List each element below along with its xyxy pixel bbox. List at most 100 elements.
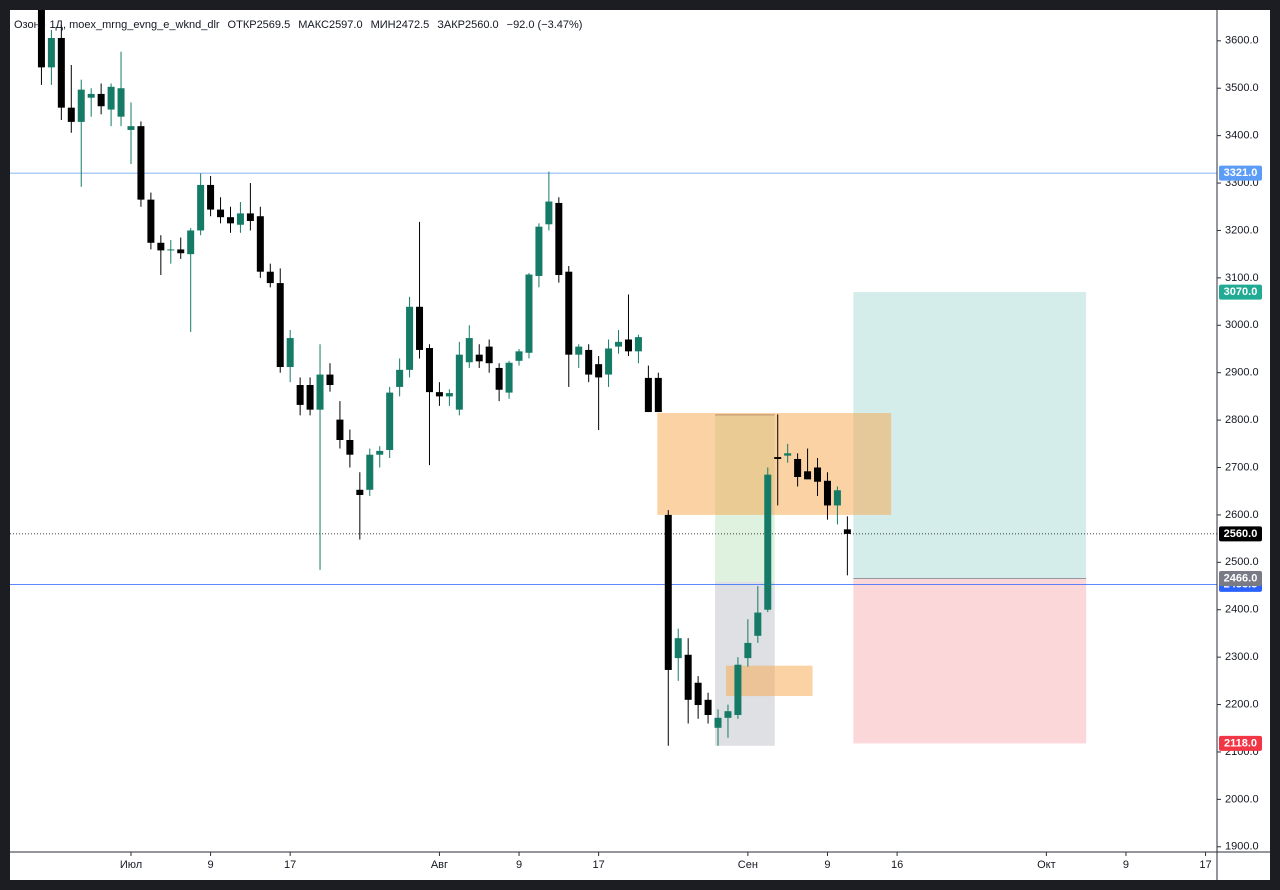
candle-body bbox=[236, 213, 244, 225]
y-tick-label: 2600.0 bbox=[1225, 509, 1259, 521]
candle-body bbox=[754, 612, 762, 636]
y-tick-label: 3100.0 bbox=[1225, 272, 1259, 284]
candle-body bbox=[87, 93, 95, 98]
price-badge-label: 2466.0 bbox=[1224, 572, 1258, 584]
x-tick-label: 17 bbox=[593, 859, 605, 871]
legend-item: МИН2472.5 bbox=[371, 19, 430, 31]
candle-body bbox=[585, 349, 593, 375]
y-tick-label: 2700.0 bbox=[1225, 461, 1259, 473]
x-tick-label: 9 bbox=[516, 859, 522, 871]
candle-body bbox=[157, 242, 165, 251]
x-tick-label: 17 bbox=[1199, 859, 1211, 871]
candle-body bbox=[356, 489, 364, 496]
candle-body bbox=[226, 217, 234, 224]
candle-body bbox=[475, 354, 483, 362]
candle-body bbox=[37, 10, 45, 68]
y-tick-label: 3500.0 bbox=[1225, 82, 1259, 94]
candle-body bbox=[724, 711, 732, 718]
y-tick-label: 2200.0 bbox=[1225, 698, 1259, 710]
candle-body bbox=[326, 374, 334, 386]
price-badge-label: 2560.0 bbox=[1224, 528, 1258, 540]
candle-body bbox=[167, 249, 175, 251]
candle-body bbox=[804, 471, 812, 480]
candle-body bbox=[47, 37, 55, 68]
candle-body bbox=[734, 664, 742, 715]
candle-body bbox=[654, 377, 662, 413]
legend-item: ЗАКР2560.0 bbox=[437, 19, 498, 31]
price-badge-label: 3321.0 bbox=[1224, 167, 1258, 179]
y-tick-label: 2800.0 bbox=[1225, 414, 1259, 426]
legend-item: МАКС2597.0 bbox=[298, 19, 362, 31]
candle-body bbox=[674, 638, 682, 659]
candle-body bbox=[774, 457, 782, 459]
candle-body bbox=[515, 351, 523, 361]
price-badge-label: 3070.0 bbox=[1224, 286, 1258, 298]
candle-body bbox=[197, 184, 205, 231]
candle-body bbox=[306, 385, 314, 410]
candle-body bbox=[286, 338, 294, 367]
candle-body bbox=[525, 274, 533, 353]
candle-body bbox=[217, 209, 225, 218]
candle-body bbox=[77, 89, 85, 122]
price-badge bbox=[1219, 526, 1262, 542]
candle-body bbox=[296, 385, 304, 405]
legend: Озон · 1Д, moex_mrng_evng_e_wknd_dlr ОТКР… bbox=[14, 19, 582, 31]
candle-body bbox=[316, 374, 324, 410]
price-badge bbox=[1219, 735, 1262, 751]
candle-body bbox=[784, 453, 792, 456]
candle-body bbox=[386, 392, 394, 450]
x-tick-label: 16 bbox=[891, 859, 903, 871]
background bbox=[10, 10, 1270, 880]
candle-body bbox=[465, 338, 473, 363]
candle-body bbox=[634, 337, 642, 352]
x-tick-label: Авг bbox=[431, 859, 448, 871]
candle-body bbox=[97, 93, 105, 107]
candle-body bbox=[744, 642, 752, 659]
candle-body bbox=[266, 271, 274, 284]
target-zone bbox=[853, 292, 1087, 579]
candle-body bbox=[833, 490, 841, 506]
candle-body bbox=[605, 348, 613, 375]
candle-body bbox=[555, 202, 563, 276]
candle-body bbox=[704, 699, 712, 715]
stop-zone bbox=[853, 578, 1087, 744]
x-tick-label: Сен bbox=[738, 859, 758, 871]
candle-body bbox=[694, 682, 702, 706]
candle-body bbox=[843, 529, 851, 534]
y-tick-label: 3200.0 bbox=[1225, 224, 1259, 236]
candle-body bbox=[107, 86, 115, 110]
y-tick-label: 3000.0 bbox=[1225, 319, 1259, 331]
candle-body bbox=[346, 440, 354, 455]
candle-body bbox=[137, 126, 145, 200]
legend-item: −92.0 (−3.47%) bbox=[507, 19, 583, 31]
candle-body bbox=[187, 230, 195, 255]
candle-body bbox=[127, 126, 135, 130]
price-badge bbox=[1219, 570, 1262, 586]
candle-body bbox=[416, 306, 424, 350]
candle-body bbox=[177, 249, 185, 254]
candle-body bbox=[545, 201, 553, 225]
y-tick-label: 2900.0 bbox=[1225, 367, 1259, 379]
y-tick-label: 2000.0 bbox=[1225, 793, 1259, 805]
plot bbox=[10, 10, 1217, 746]
y-tick-label: 3600.0 bbox=[1225, 35, 1259, 47]
candle-body bbox=[495, 367, 503, 390]
candle-body bbox=[794, 458, 802, 477]
candle-body bbox=[147, 199, 155, 243]
candle-body bbox=[764, 474, 772, 610]
price-badge bbox=[1219, 165, 1262, 181]
candle-body bbox=[684, 654, 692, 700]
y-tick-label: 2300.0 bbox=[1225, 651, 1259, 663]
y-tick-label: 2500.0 bbox=[1225, 556, 1259, 568]
x-tick-label: 9 bbox=[208, 859, 214, 871]
candle-body bbox=[276, 283, 284, 367]
y-tick-label: 2400.0 bbox=[1225, 604, 1259, 616]
candle-body bbox=[595, 364, 603, 378]
price-badge-label: 2118.0 bbox=[1224, 737, 1257, 749]
legend-item: Озон · 1Д, moex_mrng_evng_e_wknd_dlr bbox=[14, 19, 220, 31]
x-tick-label: 9 bbox=[824, 859, 830, 871]
x-tick-label: 9 bbox=[1123, 859, 1129, 871]
x-tick-label: Июл bbox=[120, 859, 142, 871]
legend-item: ОТКР2569.5 bbox=[228, 19, 291, 31]
